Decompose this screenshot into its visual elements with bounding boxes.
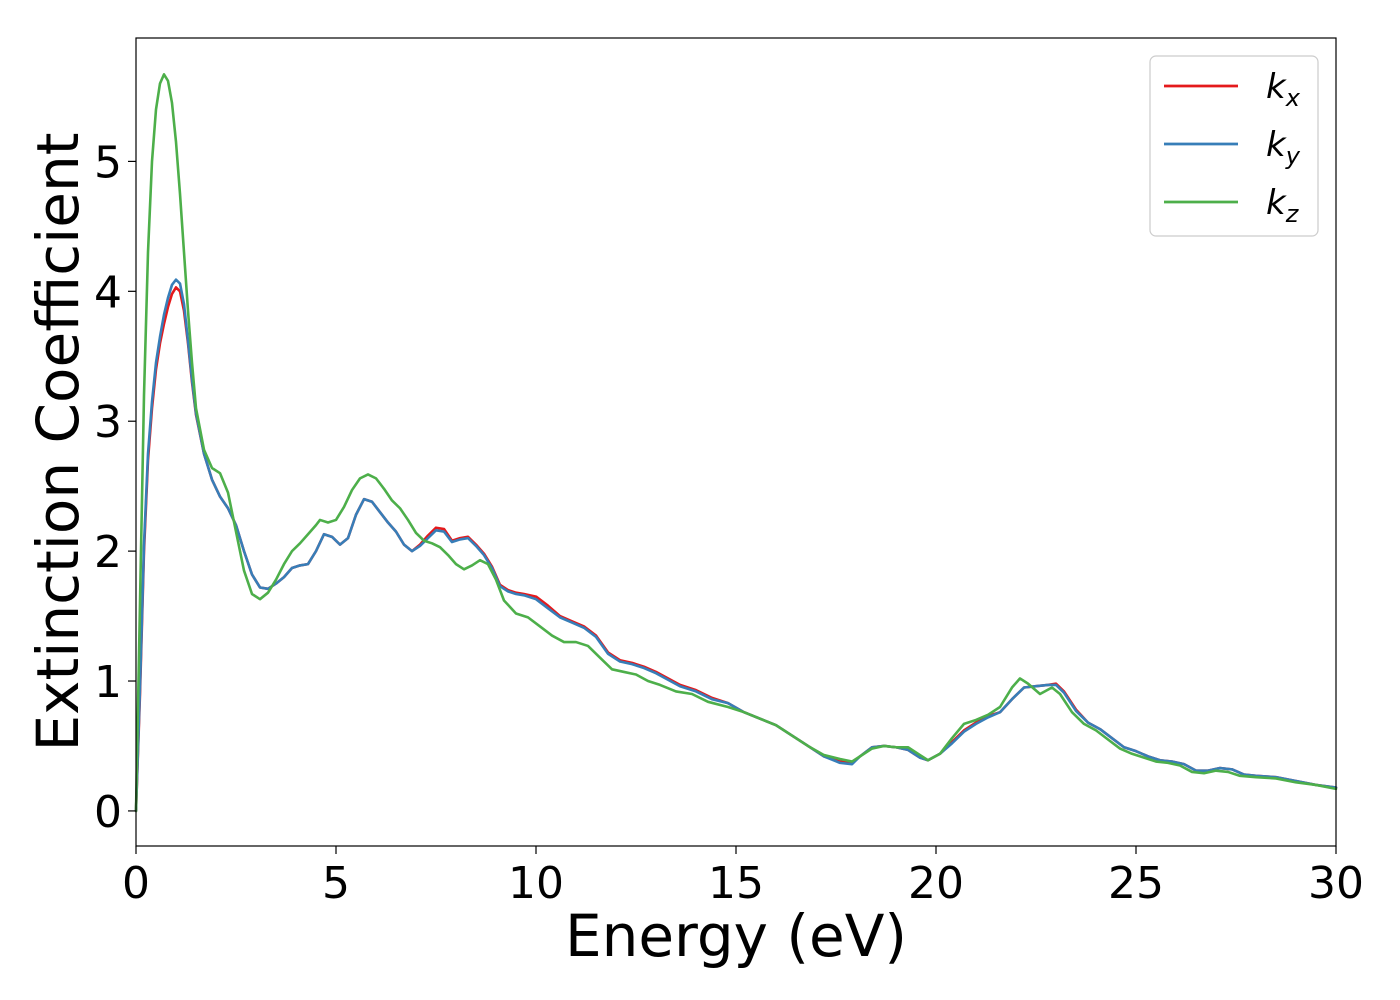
series-line-ky bbox=[134, 278, 1338, 813]
legend: kx ky kz bbox=[1149, 55, 1319, 237]
x-axis-title: Energy (eV) bbox=[565, 902, 907, 970]
x-tick-label: 25 bbox=[1108, 858, 1164, 909]
x-tick-label: 0 bbox=[122, 858, 150, 909]
series-line-kz bbox=[134, 73, 1338, 813]
y-axis-ticks: 0 1 2 3 4 5 bbox=[94, 137, 136, 838]
x-axis-ticks: 0 5 10 15 20 25 30 bbox=[122, 846, 1364, 909]
legend-label-kz: kz bbox=[1266, 183, 1300, 228]
x-tick-label: 5 bbox=[322, 858, 350, 909]
y-tick-label: 0 bbox=[94, 787, 122, 838]
x-tick-label: 20 bbox=[908, 858, 964, 909]
y-tick-label: 4 bbox=[94, 267, 122, 318]
x-tick-label: 15 bbox=[708, 858, 764, 909]
y-axis-title: Extinction Coefficient bbox=[24, 133, 92, 752]
y-tick-label: 5 bbox=[94, 137, 122, 188]
legend-label-kx: kx bbox=[1266, 67, 1301, 112]
y-tick-label: 1 bbox=[94, 657, 122, 708]
series-layer bbox=[134, 73, 1338, 813]
legend-box bbox=[1149, 55, 1319, 237]
y-tick-label: 3 bbox=[94, 397, 122, 448]
legend-label-ky: ky bbox=[1266, 125, 1301, 170]
y-tick-label: 2 bbox=[94, 527, 122, 578]
x-tick-label: 10 bbox=[508, 858, 564, 909]
x-tick-label: 30 bbox=[1308, 858, 1364, 909]
